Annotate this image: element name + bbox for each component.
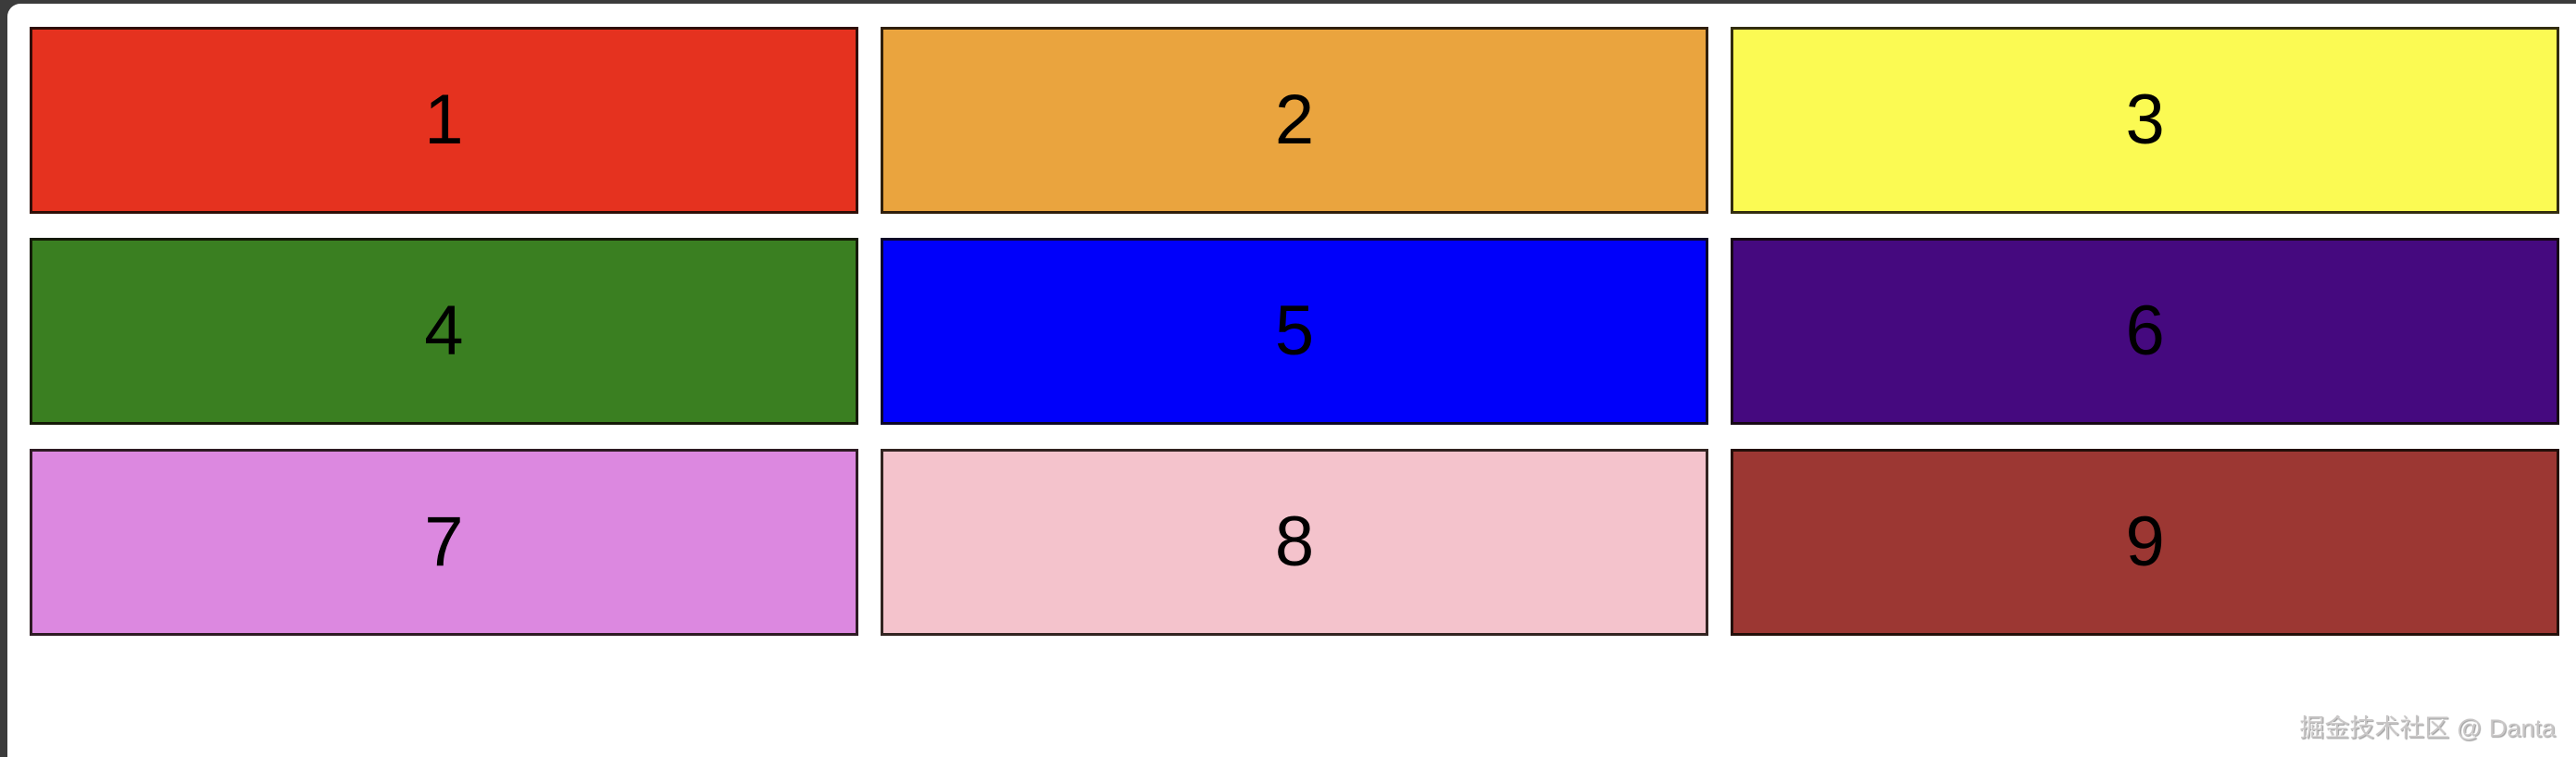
grid-cell-6: 6 (1731, 238, 2559, 425)
grid-cell-8: 8 (880, 449, 1709, 636)
grid-cell-3: 3 (1731, 27, 2559, 214)
grid-cell-7: 7 (30, 449, 858, 636)
page-panel: 1 2 3 4 5 6 7 8 9 掘金技术社区 @ Danta (7, 4, 2576, 757)
watermark-text: 掘金技术社区 @ Danta (2299, 714, 2556, 742)
color-grid: 1 2 3 4 5 6 7 8 9 (30, 27, 2559, 636)
grid-cell-5: 5 (880, 238, 1709, 425)
grid-cell-2: 2 (880, 27, 1709, 214)
grid-cell-1: 1 (30, 27, 858, 214)
grid-cell-4: 4 (30, 238, 858, 425)
grid-cell-9: 9 (1731, 449, 2559, 636)
